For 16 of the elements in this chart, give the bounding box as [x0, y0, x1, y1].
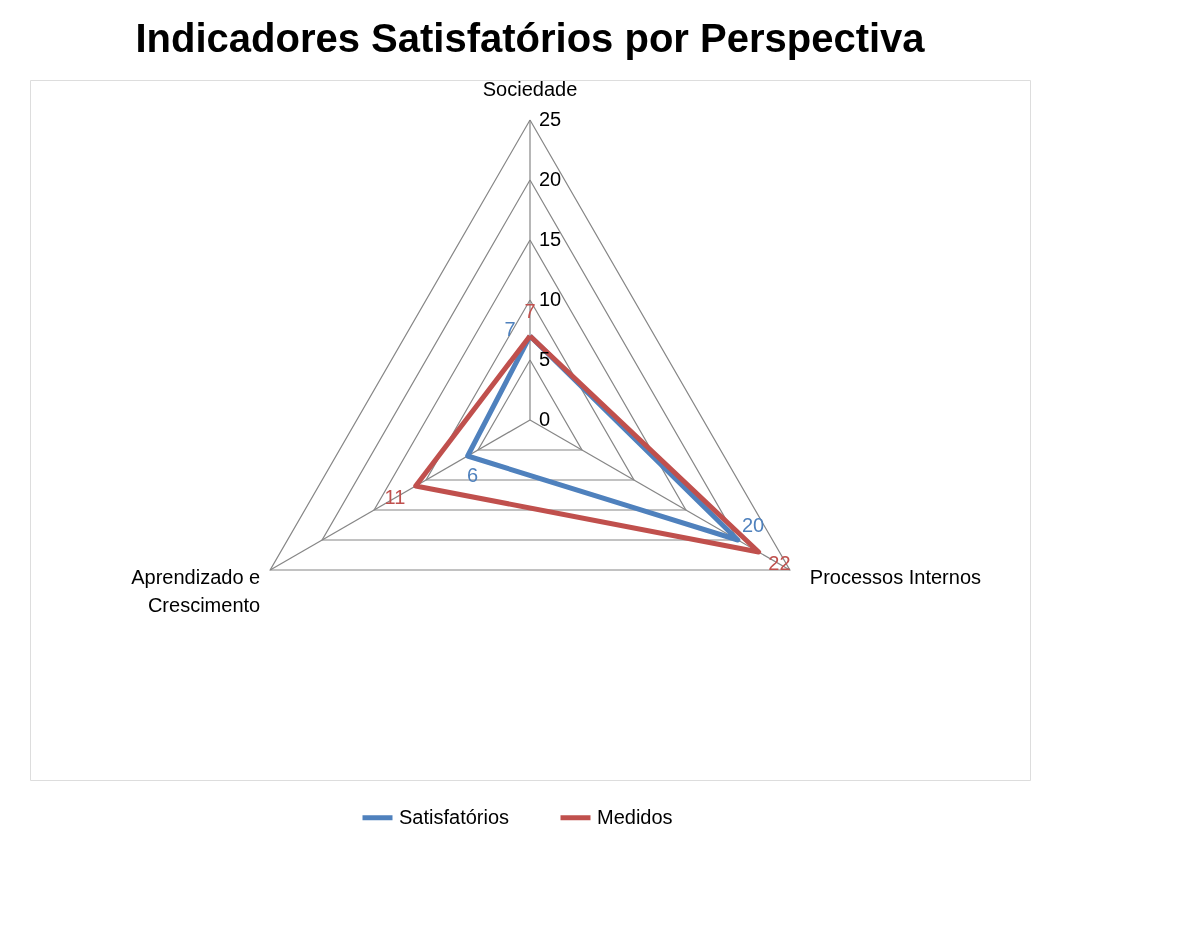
data-label: 6	[466, 464, 479, 487]
spoke-label: Sociedade	[482, 78, 578, 100]
data-label: 7	[524, 300, 536, 322]
y-tick-label: 10	[539, 288, 562, 310]
spoke-label: Processos Internos	[809, 566, 982, 588]
legend-label: Medidos	[597, 805, 673, 828]
data-label: 7	[504, 318, 516, 340]
y-tick-label: 5	[539, 348, 551, 370]
y-tick-label: 15	[539, 228, 562, 250]
data-label: 20	[741, 513, 765, 536]
legend-label: Satisfatórios	[399, 805, 510, 828]
spoke-label: Aprendizado e Crescimento	[131, 566, 261, 616]
chart-title: Indicadores Satisfatórios por Perspectiva	[135, 16, 926, 60]
y-tick-label: 0	[539, 408, 551, 430]
y-tick-label: 20	[539, 168, 562, 190]
y-tick-label: 25	[539, 108, 562, 130]
